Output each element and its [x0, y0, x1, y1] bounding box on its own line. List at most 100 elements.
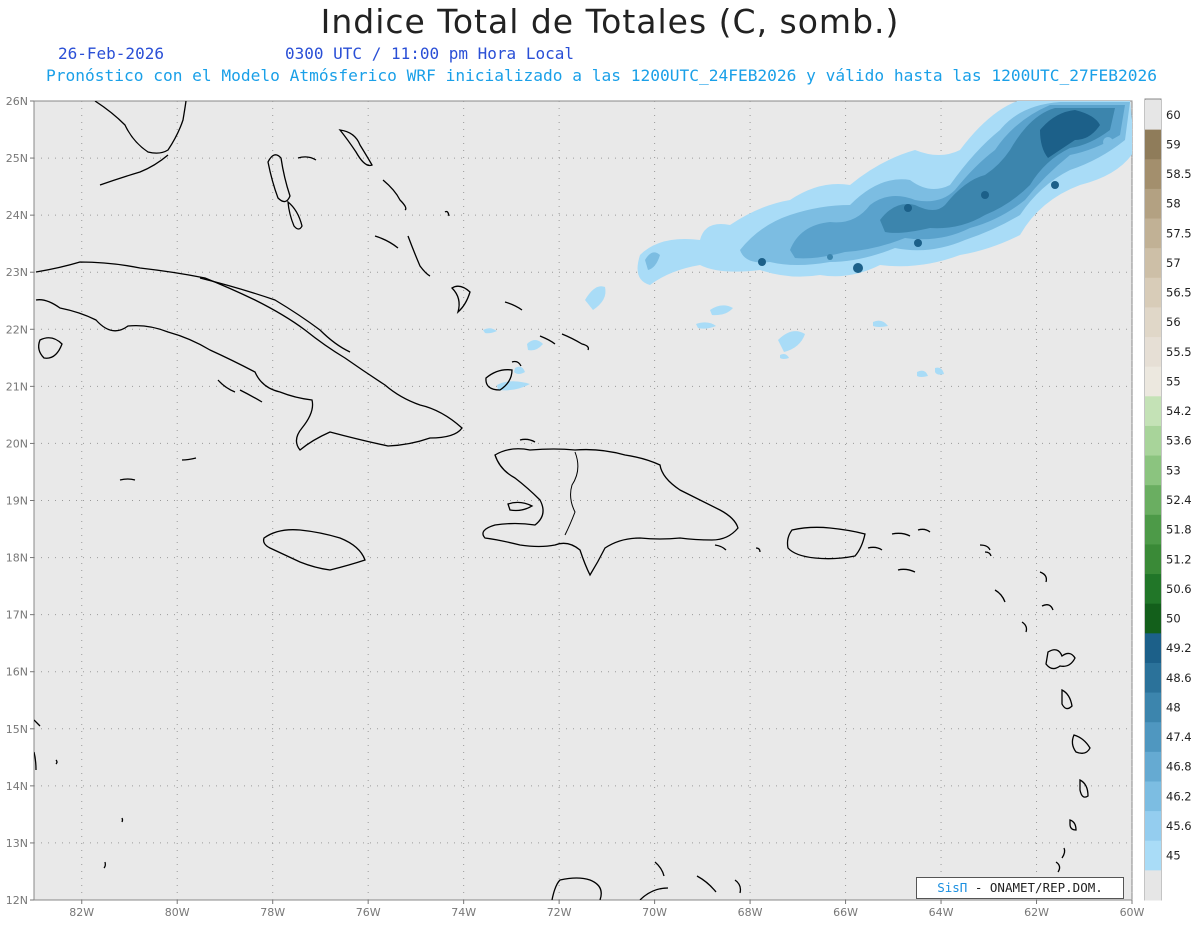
colorbar-swatch — [1145, 870, 1161, 901]
coastline-jamaica — [262, 529, 366, 571]
tti-contour-45-h — [527, 340, 543, 351]
lat-label: 19N — [6, 495, 28, 508]
tti-contour-45-e — [696, 322, 716, 329]
lat-label: 26N — [6, 95, 28, 108]
lon-label: 80W — [165, 906, 190, 919]
colorbar-swatch — [1145, 662, 1161, 694]
coastline-virgin-islands — [891, 532, 911, 537]
coastline-montserrat — [1021, 621, 1028, 633]
lat-label: 23N — [6, 266, 28, 279]
coastline-isla-juventud — [38, 337, 63, 359]
colorbar-label: 56 — [1166, 315, 1181, 329]
lon-label: 76W — [356, 906, 381, 919]
colorbar-label: 51.8 — [1166, 523, 1192, 537]
colorbar-swatch — [1145, 307, 1161, 338]
colorbar-label: 46.8 — [1166, 760, 1192, 774]
credit-text: - ONAMET/REP.DOM. — [967, 880, 1103, 895]
coastline-cuba-north-cays — [199, 277, 351, 353]
coastline-islet-a — [511, 360, 522, 367]
tti-core — [758, 258, 766, 266]
valid-time: 0300 UTC / 11:00 pm Hora Local — [285, 44, 574, 63]
tti-contour-45-l — [935, 367, 944, 375]
colorbar-label: 53.6 — [1166, 434, 1192, 448]
coastline-st-croix — [897, 568, 916, 573]
coastline-st-vincent — [1069, 819, 1077, 831]
colorbar-swatches — [1145, 100, 1161, 901]
coastline-andros — [267, 154, 291, 203]
colorbar-swatch — [1145, 100, 1161, 131]
lon-label: 62W — [1024, 906, 1049, 919]
colorbar-label: 45 — [1166, 849, 1181, 863]
lon-label: 72W — [547, 906, 572, 919]
coastline-central-america-edge-2 — [34, 751, 37, 771]
colorbar-label: 49.2 — [1166, 641, 1192, 655]
coastline-st-lucia — [1079, 778, 1089, 798]
colorbar-label: 58 — [1166, 197, 1181, 211]
colorbar-swatch — [1145, 514, 1161, 545]
colorbar-label: 53 — [1166, 463, 1181, 477]
lat-label: 15N — [6, 723, 28, 736]
tti-core — [981, 191, 989, 199]
coastline-cuba-cay-1 — [217, 379, 236, 393]
tti-contour-46-b — [645, 252, 660, 270]
coastline-central-america-edge — [34, 719, 41, 727]
colorbar-swatch — [1145, 544, 1161, 575]
colorbar-label: 45.6 — [1166, 819, 1192, 833]
coastline-exuma — [407, 235, 431, 277]
coastline-grenadines — [1061, 847, 1066, 859]
coastline-bonaire — [734, 879, 742, 894]
credit-box: SisΠ - ONAMET/REP.DOM. — [916, 877, 1124, 899]
coastline-florida-keys — [99, 154, 169, 186]
colorbar-label: 47.4 — [1166, 730, 1192, 744]
tti-contour-49 — [1040, 110, 1100, 158]
colorbar-label: 52.4 — [1166, 493, 1192, 507]
coastline-dominica — [1061, 688, 1073, 710]
coastline-acklins — [450, 285, 471, 314]
coastline-islet-d — [55, 759, 58, 765]
colorbar-swatch — [1145, 840, 1161, 871]
coastline-islet-c — [121, 817, 124, 823]
coastline-abaco — [338, 129, 373, 167]
colorbar-swatch — [1145, 485, 1161, 516]
lon-label: 68W — [738, 906, 763, 919]
colorbar-label: 55 — [1166, 374, 1181, 388]
colorbar-swatch — [1145, 366, 1161, 397]
coastline-bahamas-1 — [287, 200, 303, 230]
coastline-mayaguana — [504, 301, 523, 311]
tti-contour-45-i — [514, 366, 525, 374]
forecast-description: Pronóstico con el Modelo Atmósferico WRF… — [46, 66, 1158, 85]
coastline-eleuthera — [382, 179, 407, 211]
colorbar-label: 58.5 — [1166, 167, 1192, 181]
tti-core — [914, 239, 922, 247]
tti-contour-45-g — [483, 328, 497, 334]
colorbar-label: 60 — [1166, 108, 1181, 122]
coastline-inagua — [485, 369, 513, 391]
lon-label: 74W — [451, 906, 476, 919]
colorbar-swatch — [1145, 277, 1161, 308]
colorbar-swatch — [1145, 218, 1161, 249]
graticule — [34, 101, 1133, 900]
colorbar: 60 59 58.5 58 57.5 57 56.5 56 55.5 55 54.2 53.6 53 52… — [1144, 98, 1192, 901]
colorbar-label: 55.5 — [1166, 345, 1192, 359]
colorbar-label: 48 — [1166, 700, 1181, 714]
colorbar-swatch — [1145, 781, 1161, 812]
coastline-paraguana — [639, 887, 669, 900]
lon-label: 60W — [1120, 906, 1145, 919]
lon-label: 64W — [929, 906, 954, 919]
tti-core — [853, 263, 863, 273]
tti-contour-45-c — [778, 331, 805, 352]
colorbar-label: 50 — [1166, 612, 1181, 626]
tti-contour-45-k — [917, 370, 928, 377]
colorbar-labels: 60 59 58.5 58 57.5 57 56.5 56 55.5 55 54.2 53.6 53 52… — [1166, 108, 1192, 863]
coastline-aruba — [654, 861, 665, 877]
colorbar-swatch — [1145, 603, 1161, 634]
coastline-cayman — [119, 478, 136, 481]
coastline-gonave — [507, 501, 534, 512]
coastline-st-martin — [984, 551, 992, 557]
tti-shading — [483, 101, 1132, 391]
credit-brand: SisΠ — [937, 880, 968, 895]
colorbar-label: 57.5 — [1166, 226, 1192, 240]
tti-contour-45-b — [585, 286, 606, 310]
colorbar-label: 51.2 — [1166, 552, 1192, 566]
colorbar-label: 56.5 — [1166, 286, 1192, 300]
